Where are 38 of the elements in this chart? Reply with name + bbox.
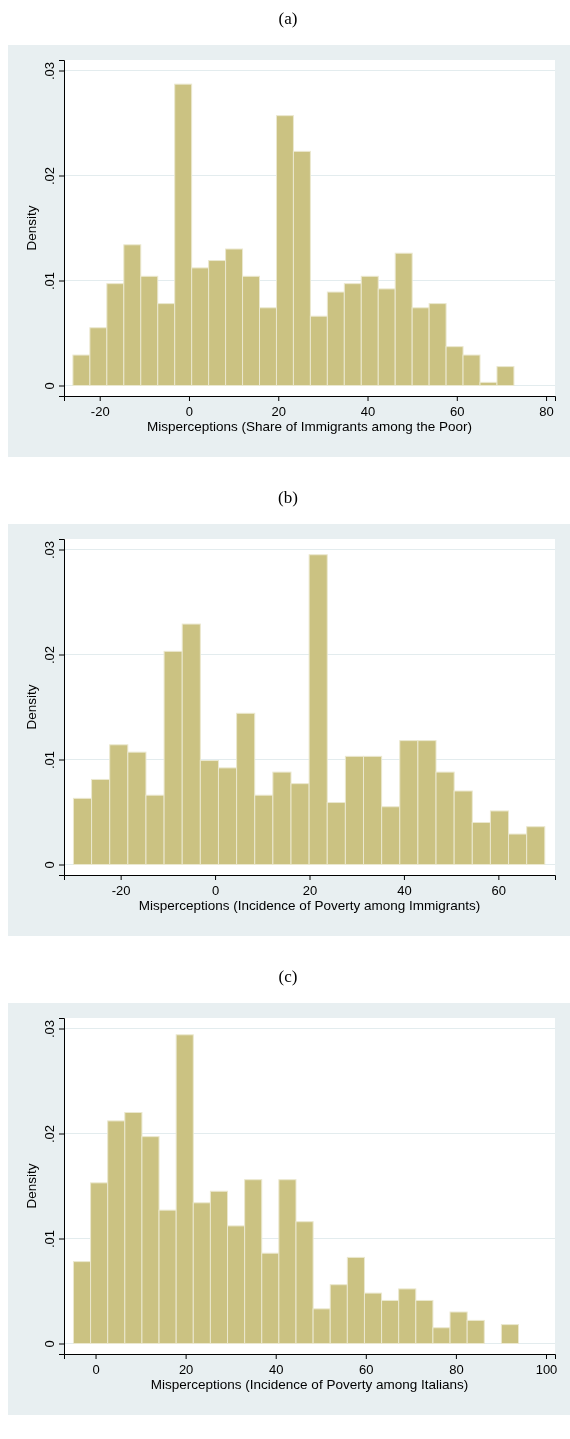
x-tick-label: 40: [360, 403, 376, 419]
x-tick-label: 20: [302, 882, 318, 898]
x-tick-label: 80: [449, 1361, 464, 1377]
y-tick-label: .02: [41, 1124, 57, 1144]
chart-title: (a): [278, 9, 298, 28]
x-tick-label: 20: [271, 403, 286, 419]
y-tick-label: .01: [41, 1229, 57, 1249]
y-axis-title: Density: [24, 205, 39, 251]
x-tick-label: 0: [185, 403, 194, 419]
y-tick-label: .02: [41, 166, 57, 186]
x-axis-title: Misperceptions (Incidence of Poverty among Italians): [150, 1377, 469, 1392]
x-tick-label: 40: [268, 1361, 284, 1377]
x-tick-label: 100: [535, 1361, 558, 1377]
y-tick-label: 0: [41, 382, 57, 390]
y-tick-label: .01: [41, 271, 57, 291]
x-axis-title: Misperceptions (Incidence of Poverty among Immigrants): [138, 898, 481, 913]
x-tick-label: 40: [397, 882, 412, 898]
x-tick-label: 0: [92, 1361, 100, 1377]
x-axis-title: Misperceptions (Share of Immigrants among the Poor): [147, 419, 472, 434]
y-tick-label: .03: [41, 1019, 57, 1039]
y-tick-label: 0: [41, 861, 57, 869]
x-tick-label: 0: [211, 882, 220, 898]
x-tick-label: -20: [111, 882, 131, 898]
chart-title: (c): [278, 967, 298, 986]
y-tick-label: 0: [41, 1340, 57, 1348]
y-axis-title: Density: [24, 1163, 39, 1209]
y-tick-label: .01: [41, 750, 57, 770]
y-tick-label: .03: [41, 61, 57, 81]
y-axis-title: Density: [24, 684, 39, 730]
x-tick-label: 80: [539, 403, 554, 419]
y-tick-label: .03: [41, 540, 57, 560]
x-tick-label: 60: [359, 1361, 374, 1377]
x-tick-label: 20: [178, 1361, 194, 1377]
x-tick-label: 60: [450, 403, 465, 419]
x-tick-label: -20: [90, 403, 110, 419]
x-tick-label: 60: [491, 882, 507, 898]
y-tick-label: .02: [41, 645, 57, 665]
chart-title: (b): [278, 488, 298, 507]
